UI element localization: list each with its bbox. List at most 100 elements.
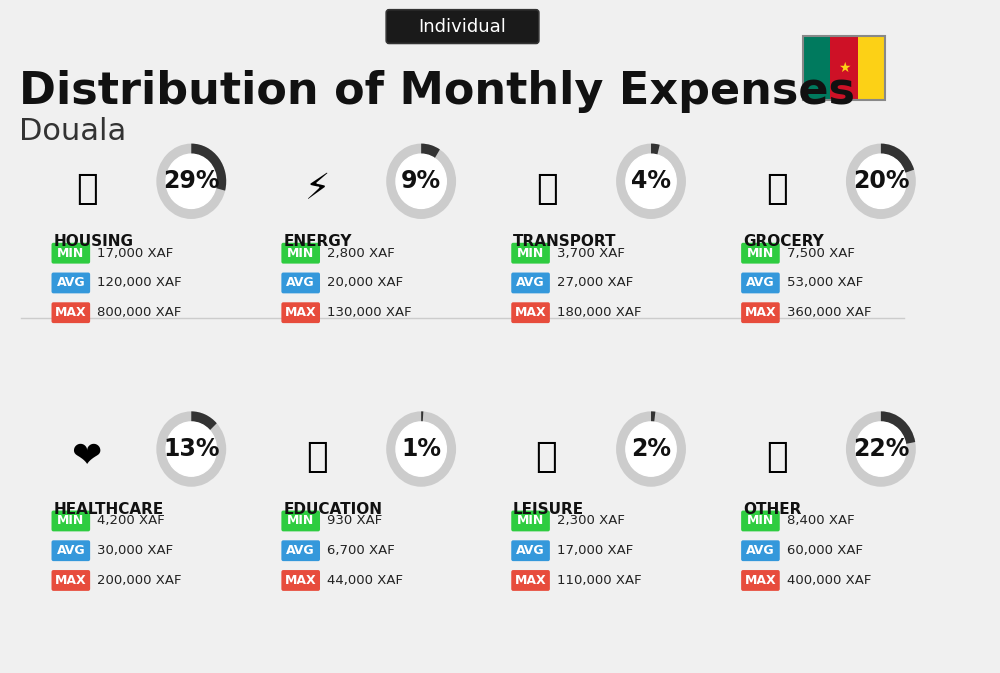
Text: EDUCATION: EDUCATION [283, 501, 382, 517]
Wedge shape [846, 411, 916, 487]
Wedge shape [191, 143, 226, 190]
FancyBboxPatch shape [511, 302, 550, 323]
Wedge shape [386, 143, 456, 219]
FancyBboxPatch shape [741, 273, 780, 293]
FancyBboxPatch shape [281, 302, 320, 323]
Text: AVG: AVG [516, 544, 545, 557]
Text: 4%: 4% [631, 170, 671, 193]
FancyBboxPatch shape [52, 243, 90, 264]
Text: MIN: MIN [287, 247, 314, 260]
FancyBboxPatch shape [741, 243, 780, 264]
Wedge shape [846, 143, 916, 219]
FancyBboxPatch shape [830, 36, 858, 100]
Text: 4,200 XAF: 4,200 XAF [97, 514, 165, 528]
FancyBboxPatch shape [386, 9, 539, 44]
FancyBboxPatch shape [52, 570, 90, 591]
Text: ★: ★ [838, 61, 850, 75]
FancyBboxPatch shape [511, 243, 550, 264]
Text: Distribution of Monthly Expenses: Distribution of Monthly Expenses [19, 70, 855, 113]
Circle shape [626, 154, 676, 209]
Text: LEISURE: LEISURE [513, 501, 584, 517]
Text: 🛍️: 🛍️ [536, 440, 558, 474]
Text: 110,000 XAF: 110,000 XAF [557, 574, 642, 587]
FancyBboxPatch shape [281, 511, 320, 532]
Text: 27,000 XAF: 27,000 XAF [557, 277, 633, 289]
Wedge shape [156, 143, 226, 219]
Text: TRANSPORT: TRANSPORT [513, 234, 617, 249]
Text: 20%: 20% [853, 170, 909, 193]
Text: 2%: 2% [631, 437, 671, 461]
FancyBboxPatch shape [741, 511, 780, 532]
Circle shape [396, 422, 446, 476]
Text: 200,000 XAF: 200,000 XAF [97, 574, 182, 587]
Text: 800,000 XAF: 800,000 XAF [97, 306, 182, 319]
Text: 🎓: 🎓 [306, 440, 328, 474]
FancyBboxPatch shape [858, 36, 885, 100]
Text: MIN: MIN [287, 514, 314, 528]
Text: 17,000 XAF: 17,000 XAF [557, 544, 633, 557]
Circle shape [626, 422, 676, 476]
Text: 53,000 XAF: 53,000 XAF [787, 277, 863, 289]
FancyBboxPatch shape [281, 540, 320, 561]
Wedge shape [191, 411, 217, 431]
FancyBboxPatch shape [511, 273, 550, 293]
Text: 360,000 XAF: 360,000 XAF [787, 306, 872, 319]
Circle shape [396, 154, 446, 209]
FancyBboxPatch shape [52, 540, 90, 561]
Text: 1%: 1% [401, 437, 441, 461]
Text: 17,000 XAF: 17,000 XAF [97, 247, 174, 260]
Text: 180,000 XAF: 180,000 XAF [557, 306, 642, 319]
FancyBboxPatch shape [511, 540, 550, 561]
Text: 💰: 💰 [766, 440, 788, 474]
FancyBboxPatch shape [741, 570, 780, 591]
Circle shape [166, 422, 216, 476]
FancyBboxPatch shape [52, 511, 90, 532]
Text: Douala: Douala [19, 117, 127, 146]
Text: MAX: MAX [285, 306, 317, 319]
Text: MIN: MIN [517, 514, 544, 528]
Text: MIN: MIN [747, 514, 774, 528]
Text: MAX: MAX [55, 574, 87, 587]
Text: MIN: MIN [747, 247, 774, 260]
Text: 22%: 22% [853, 437, 909, 461]
FancyBboxPatch shape [281, 570, 320, 591]
Text: AVG: AVG [57, 277, 85, 289]
Text: 8,400 XAF: 8,400 XAF [787, 514, 855, 528]
Circle shape [166, 154, 216, 209]
Text: MAX: MAX [745, 306, 776, 319]
Text: 44,000 XAF: 44,000 XAF [327, 574, 403, 587]
Text: ENERGY: ENERGY [283, 234, 352, 249]
Wedge shape [651, 411, 655, 422]
Text: Individual: Individual [419, 17, 506, 36]
Text: AVG: AVG [57, 544, 85, 557]
Text: 🏢: 🏢 [77, 172, 98, 206]
Text: 9%: 9% [401, 170, 441, 193]
Wedge shape [651, 143, 660, 155]
Text: AVG: AVG [746, 277, 775, 289]
Wedge shape [421, 143, 440, 158]
Text: 120,000 XAF: 120,000 XAF [97, 277, 182, 289]
FancyBboxPatch shape [511, 570, 550, 591]
Text: AVG: AVG [286, 277, 315, 289]
Wedge shape [616, 411, 686, 487]
Text: 6,700 XAF: 6,700 XAF [327, 544, 395, 557]
Text: OTHER: OTHER [743, 501, 801, 517]
FancyBboxPatch shape [803, 36, 830, 100]
Text: MAX: MAX [515, 574, 546, 587]
Text: 2,800 XAF: 2,800 XAF [327, 247, 395, 260]
Wedge shape [156, 411, 226, 487]
Text: AVG: AVG [746, 544, 775, 557]
Text: MAX: MAX [515, 306, 546, 319]
Text: 20,000 XAF: 20,000 XAF [327, 277, 403, 289]
FancyBboxPatch shape [281, 243, 320, 264]
FancyBboxPatch shape [52, 302, 90, 323]
Text: AVG: AVG [516, 277, 545, 289]
Text: GROCERY: GROCERY [743, 234, 824, 249]
Text: HEALTHCARE: HEALTHCARE [53, 501, 164, 517]
Text: 2,300 XAF: 2,300 XAF [557, 514, 625, 528]
Wedge shape [616, 143, 686, 219]
FancyBboxPatch shape [511, 511, 550, 532]
Wedge shape [421, 411, 423, 422]
Text: 3,700 XAF: 3,700 XAF [557, 247, 625, 260]
Text: HOUSING: HOUSING [53, 234, 133, 249]
